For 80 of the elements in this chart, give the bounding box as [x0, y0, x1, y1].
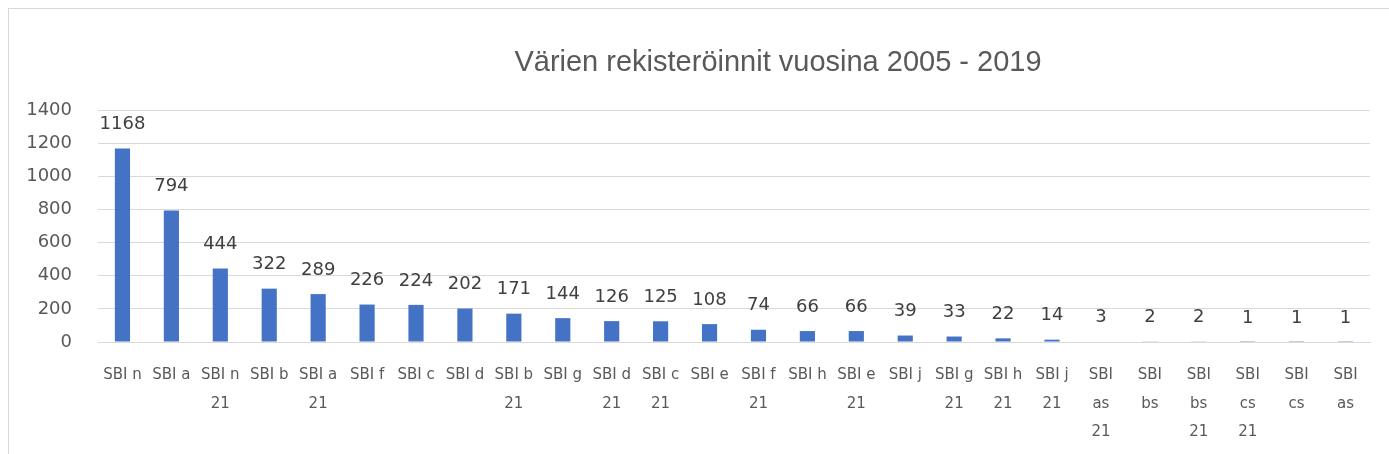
x-tick-label: SBI g 21 — [934, 365, 974, 412]
x-tick-label: SBI h — [788, 365, 827, 384]
y-tick-label: 1200 — [26, 130, 72, 152]
data-label: 2 — [1144, 305, 1156, 327]
x-tick-label: SBI j — [888, 365, 922, 384]
data-label: 66 — [795, 294, 819, 316]
y-tick-label: 200 — [37, 296, 72, 318]
bar — [946, 336, 962, 342]
bar — [750, 329, 767, 342]
bar — [604, 321, 620, 342]
y-tick-label: 800 — [37, 197, 72, 219]
x-tick-label: SBI n — [103, 365, 142, 384]
y-tick-label: 400 — [37, 263, 72, 285]
y-tick-label: 600 — [37, 230, 72, 252]
data-label: 202 — [447, 272, 483, 294]
y-tick-label: 1400 — [26, 97, 72, 119]
data-label: 39 — [893, 299, 917, 321]
x-tick-label: SBI f — [349, 365, 385, 384]
data-label: 444 — [203, 232, 238, 254]
x-tick-label: SBI a — [152, 365, 191, 384]
x-tick-label: SBI cs 21 — [1235, 365, 1260, 441]
bar — [848, 331, 864, 342]
x-tick-label: SBI e — [690, 365, 729, 384]
x-tick-label: SBI c — [397, 365, 435, 384]
data-label: 144 — [545, 281, 580, 303]
data-label: 289 — [300, 257, 336, 279]
data-label: 74 — [747, 293, 770, 315]
x-tick-label: SBI bs — [1137, 365, 1162, 412]
bar — [555, 318, 571, 342]
data-label: 22 — [991, 302, 1015, 324]
x-tick-label: SBI cs — [1284, 365, 1309, 412]
x-tick-label: SBI as — [1333, 365, 1358, 412]
x-tick-label: SBI bs 21 — [1186, 365, 1211, 441]
bar — [163, 210, 179, 342]
x-tick-label: SBI h 21 — [983, 365, 1023, 412]
bar — [506, 313, 522, 342]
data-label: 3 — [1095, 305, 1107, 327]
bar — [212, 268, 228, 342]
bar — [114, 148, 131, 342]
x-tick-label: SBI j 21 — [1035, 365, 1069, 412]
x-tick-label: SBI b 21 — [494, 365, 534, 412]
y-tick-label: 1000 — [26, 163, 72, 185]
x-tick-label: SBI c 21 — [641, 365, 680, 412]
x-tick-label: SBI n 21 — [201, 365, 240, 412]
bar — [701, 324, 718, 342]
x-tick-label: SBI as 21 — [1088, 365, 1114, 441]
x-tick-label: SBI f 21 — [741, 365, 777, 412]
data-label: 66 — [844, 294, 868, 316]
bar — [897, 335, 913, 342]
data-label: 1168 — [99, 112, 146, 134]
data-label: 2 — [1193, 305, 1205, 327]
bar — [799, 331, 815, 342]
data-label: 33 — [942, 300, 966, 322]
bar — [261, 288, 277, 342]
bar — [359, 304, 375, 342]
data-label: 171 — [496, 277, 532, 299]
data-label: 14 — [1040, 303, 1064, 325]
data-label: 226 — [349, 268, 385, 290]
x-tick-label: SBI e 21 — [837, 365, 876, 412]
bar — [995, 338, 1011, 342]
data-label: 126 — [594, 284, 629, 306]
bar — [310, 294, 326, 342]
data-label: 108 — [692, 287, 727, 309]
data-label: 794 — [154, 174, 189, 196]
x-tick-label: SBI b — [249, 365, 289, 384]
data-label: 125 — [643, 284, 678, 306]
bar — [653, 321, 669, 342]
x-tick-label: SBI a 21 — [299, 365, 338, 412]
x-tick-label: SBI d — [445, 365, 485, 384]
data-label: 224 — [398, 268, 434, 290]
x-tick-label: SBI g — [543, 365, 583, 384]
bar — [457, 308, 473, 342]
data-label: 1 — [1339, 305, 1352, 327]
data-label: 1 — [1241, 305, 1254, 327]
x-tick-label: SBI d 21 — [592, 365, 631, 412]
bar — [408, 304, 424, 342]
y-tick-label: 0 — [60, 329, 72, 351]
data-label: 322 — [252, 252, 287, 274]
chart-title: Värien rekisteröinnit vuosina 2005 - 2019 — [514, 45, 1042, 77]
data-label: 1 — [1290, 305, 1303, 327]
